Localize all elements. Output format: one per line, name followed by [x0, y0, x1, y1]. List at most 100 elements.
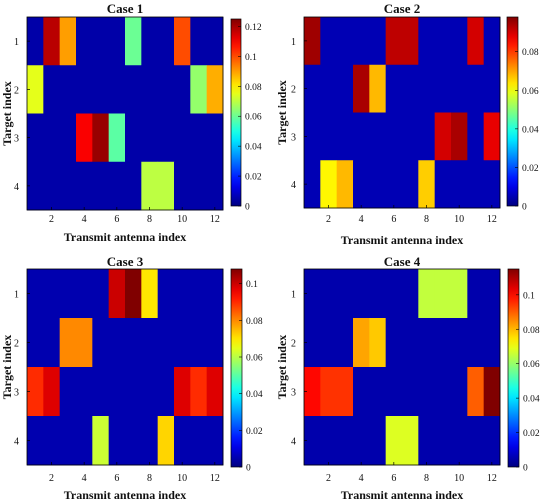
- heatmap-cell: [206, 269, 224, 319]
- y-tick-label: 1: [291, 37, 296, 48]
- colorbar-tick-label: 0.02: [522, 164, 539, 174]
- heatmap-cell: [451, 160, 468, 209]
- heatmap-cell: [76, 161, 93, 211]
- heatmap-cell: [141, 367, 159, 417]
- heatmap-cell: [27, 161, 44, 211]
- colorbar-tick-label: 0.06: [523, 360, 540, 370]
- heatmap-cell: [76, 113, 93, 163]
- axes-frame: [303, 268, 501, 466]
- heatmap-cell: [320, 269, 338, 319]
- heatmap-cell: [467, 64, 485, 113]
- heatmap-cell: [174, 318, 191, 368]
- colorbar: [230, 268, 243, 468]
- x-tick-label: 12: [210, 214, 220, 225]
- heatmap-cell: [125, 65, 142, 114]
- heatmap-cell: [206, 113, 224, 163]
- colorbar-tick-label: 0.04: [522, 125, 539, 135]
- heatmap-cell: [369, 17, 387, 66]
- heatmap-cell: [157, 161, 175, 211]
- heatmap-cell: [190, 17, 208, 66]
- y-tick-label: 3: [14, 134, 19, 145]
- heatmap-cell: [304, 269, 321, 319]
- heatmap-cell: [369, 160, 387, 209]
- heatmap-cell: [483, 269, 501, 319]
- chart-title: Case 4: [384, 254, 421, 269]
- heatmap-cell: [353, 269, 370, 319]
- heatmap-cell: [418, 160, 436, 209]
- heatmap-cell: [76, 65, 93, 114]
- heatmap-cell: [402, 416, 419, 466]
- heatmap-cell: [418, 416, 436, 466]
- heatmap-cell: [320, 64, 338, 113]
- heatmap-cell: [92, 65, 110, 114]
- heatmap-cell: [59, 161, 77, 211]
- heatmap-cell: [157, 65, 175, 114]
- heatmap-cell: [320, 416, 338, 466]
- chart-title: Case 2: [384, 1, 420, 16]
- colorbar-tick-label: 0.02: [523, 429, 540, 439]
- heatmap-cell: [108, 113, 126, 163]
- heatmap-cell: [59, 17, 77, 66]
- heatmap-cell: [141, 416, 159, 466]
- heatmap-cell: [157, 17, 175, 66]
- colorbar-tick-label: 0.08: [246, 317, 263, 327]
- heatmap-cell: [141, 161, 159, 211]
- heatmap-cell: [206, 65, 224, 114]
- heatmap-cell: [174, 65, 191, 114]
- colorbar-tick-label: 0.12: [245, 23, 262, 33]
- heatmap-cell: [206, 161, 224, 211]
- heatmap-cell: [125, 416, 142, 466]
- x-tick-label: 2: [326, 214, 331, 225]
- heatmap-cell: [304, 367, 321, 417]
- heatmap-cell: [467, 17, 485, 66]
- heatmap-cell: [190, 269, 208, 319]
- heatmap-cell: [369, 416, 387, 466]
- heatmap-cell: [190, 416, 208, 466]
- heatmap-cell: [43, 65, 61, 114]
- heatmap-cell: [92, 318, 110, 368]
- heatmap-cell: [385, 416, 403, 466]
- heatmap-cell: [483, 416, 501, 466]
- heatmap-cell: [385, 318, 403, 368]
- colorbar-tick-label: 0.06: [522, 87, 539, 97]
- colorbar-tick-label: 0.08: [522, 48, 539, 58]
- y-tick-label: 1: [291, 290, 296, 301]
- heatmap-cell: [141, 65, 159, 114]
- heatmap-cell: [385, 367, 403, 417]
- colorbar-tick-label: 0.08: [245, 83, 262, 93]
- heatmap-cell: [353, 64, 370, 113]
- y-tick-label: 2: [291, 339, 296, 350]
- heatmap-cell: [483, 64, 501, 113]
- colorbar-tick-label: 0: [245, 203, 250, 213]
- heatmap-cell: [385, 64, 403, 113]
- x-tick-label: 6: [114, 473, 119, 484]
- colorbar: [230, 18, 242, 207]
- heatmap-cell: [304, 318, 321, 368]
- y-tick-label: 3: [291, 132, 296, 143]
- heatmap-cell: [59, 65, 77, 114]
- y-tick-label: 3: [291, 388, 296, 399]
- heatmap-cell: [190, 161, 208, 211]
- y-tick-label: 1: [14, 37, 19, 48]
- heatmap-cell: [467, 112, 485, 161]
- x-axis-label: Transmit antenna index: [341, 488, 463, 502]
- heatmap-cell: [385, 269, 403, 319]
- x-tick-label: 2: [326, 473, 331, 484]
- heatmap-cell: [43, 17, 61, 66]
- colorbar-tick-label: 0.1: [523, 291, 535, 301]
- heatmap-cell: [434, 416, 452, 466]
- heatmap-cell: [92, 269, 110, 319]
- x-axis-label: Transmit antenna index: [64, 230, 186, 244]
- colorbar-tick-label: 0.04: [245, 143, 262, 153]
- colorbar-tick-label: 0.06: [245, 113, 262, 123]
- heatmap-cell: [43, 416, 61, 466]
- heatmap-cell: [385, 17, 403, 66]
- heatmap-cell: [385, 160, 403, 209]
- heatmap-cell: [190, 65, 208, 114]
- heatmap-cell: [369, 269, 387, 319]
- heatmap-cell: [336, 17, 354, 66]
- heatmap-cell: [206, 17, 224, 66]
- heatmap-cell: [467, 367, 485, 417]
